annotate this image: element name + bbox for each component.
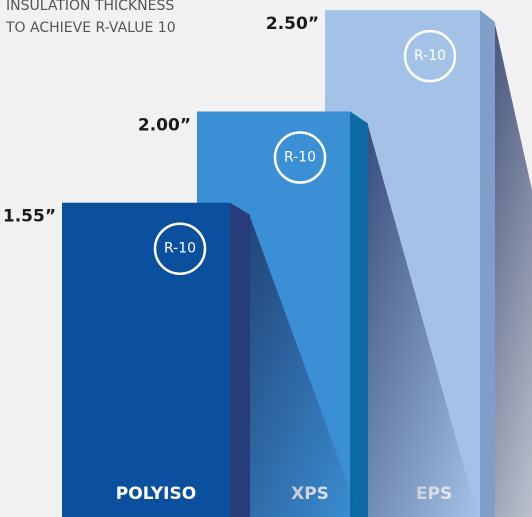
bar-shadow bbox=[230, 212, 360, 517]
chart-title: INSULATION THICKNESS bbox=[6, 0, 174, 14]
x-tick-label: POLYISO bbox=[116, 484, 196, 504]
bar-group: 1.55” R-10 POLYISO bbox=[3, 202, 360, 517]
value-label: 2.00” bbox=[138, 116, 191, 136]
bar-side bbox=[230, 202, 250, 517]
bar-side bbox=[480, 10, 495, 517]
bar-side bbox=[350, 111, 368, 517]
badge-label: R-10 bbox=[284, 150, 316, 166]
badge-label: R-10 bbox=[164, 241, 196, 257]
badge-circle bbox=[403, 29, 457, 83]
badge-label: R-10 bbox=[414, 48, 446, 64]
bar-shadow bbox=[350, 121, 478, 517]
bar bbox=[62, 202, 230, 517]
badge-circle bbox=[273, 131, 327, 184]
badge-circle bbox=[153, 222, 207, 275]
value-label: 2.50” bbox=[266, 14, 319, 34]
value-label: 1.55” bbox=[3, 207, 56, 227]
chart-title: TO ACHIEVE R-VALUE 10 bbox=[5, 20, 176, 36]
